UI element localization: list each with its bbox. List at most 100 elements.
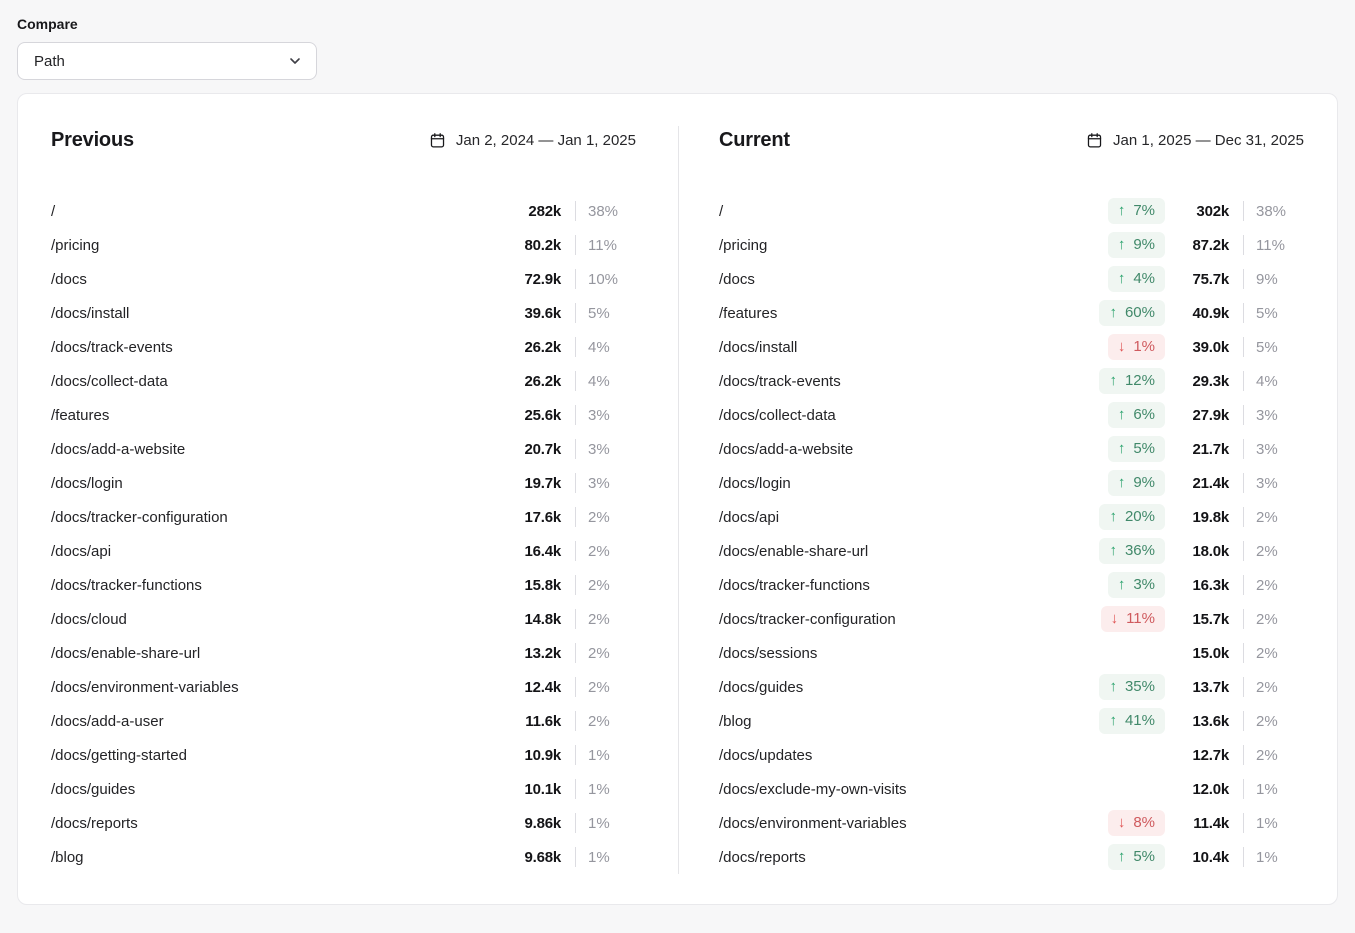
table-row[interactable]: /docs/track-events 26.2k 4% (51, 330, 636, 364)
row-value: 29.3k (1192, 372, 1229, 390)
row-share-percent: 1% (1256, 814, 1278, 832)
table-row[interactable]: /docs/install ↓ 1% 39.0k 5% (719, 330, 1304, 364)
row-value: 19.8k (1192, 508, 1229, 526)
row-metrics: 39.6k 5% (497, 303, 636, 323)
table-row[interactable]: /docs/exclude-my-own-visits 12.0k 1% (719, 772, 1304, 806)
row-metrics: ↑ 3% 16.3k 2% (1107, 572, 1304, 598)
change-percent: 41% (1124, 712, 1155, 729)
change-badge-up: ↑ 41% (1099, 708, 1165, 734)
row-metrics: ↓ 8% 11.4k 1% (1107, 810, 1304, 836)
row-value: 16.4k (524, 542, 561, 560)
row-share-percent: 3% (1256, 440, 1278, 458)
table-row[interactable]: /docs/environment-variables ↓ 8% 11.4k 1% (719, 806, 1304, 840)
value-share-divider (1243, 405, 1244, 425)
table-row[interactable]: /docs/cloud 14.8k 2% (51, 602, 636, 636)
table-row[interactable]: /pricing 80.2k 11% (51, 228, 636, 262)
value-share-divider (575, 847, 576, 867)
table-row[interactable]: /docs/api 16.4k 2% (51, 534, 636, 568)
row-path: /pricing (719, 236, 768, 254)
table-row[interactable]: /features ↑ 60% 40.9k 5% (719, 296, 1304, 330)
table-row[interactable]: /docs/install 39.6k 5% (51, 296, 636, 330)
row-share-percent: 1% (588, 848, 610, 866)
row-value: 302k (1196, 202, 1229, 220)
table-row[interactable]: /docs/add-a-website ↑ 5% 21.7k 3% (719, 432, 1304, 466)
row-value: 10.4k (1192, 848, 1229, 866)
value-share-divider (575, 439, 576, 459)
row-share-percent: 2% (588, 678, 610, 696)
change-badge-up: ↑ 20% (1099, 504, 1165, 530)
table-row[interactable]: /docs/reports 9.86k 1% (51, 806, 636, 840)
table-row[interactable]: /docs/login 19.7k 3% (51, 466, 636, 500)
row-metrics: 11.6k 2% (497, 711, 636, 731)
table-row[interactable]: /docs/tracker-configuration ↓ 11% 15.7k 2% (719, 602, 1304, 636)
row-path: /docs/guides (51, 780, 136, 798)
table-row[interactable]: /docs/getting-started 10.9k 1% (51, 738, 636, 772)
value-share-divider (1243, 677, 1244, 697)
table-row[interactable]: /docs/updates 12.7k 2% (719, 738, 1304, 772)
value-share-divider (1243, 541, 1244, 561)
row-metrics: ↑ 35% 13.7k 2% (1099, 674, 1304, 700)
value-share-divider (575, 201, 576, 221)
row-value: 27.9k (1192, 406, 1229, 424)
table-row[interactable]: /docs/track-events ↑ 12% 29.3k 4% (719, 364, 1304, 398)
row-share-percent: 2% (1256, 746, 1278, 764)
table-row[interactable]: / ↑ 7% 302k 38% (719, 194, 1304, 228)
table-row[interactable]: /docs ↑ 4% 75.7k 9% (719, 262, 1304, 296)
row-value: 15.0k (1192, 644, 1229, 662)
table-row[interactable]: /docs/guides ↑ 35% 13.7k 2% (719, 670, 1304, 704)
value-share-divider (1243, 269, 1244, 289)
table-row[interactable]: /docs/tracker-functions ↑ 3% 16.3k 2% (719, 568, 1304, 602)
table-row[interactable]: /docs/api ↑ 20% 19.8k 2% (719, 500, 1304, 534)
row-path: /docs (719, 270, 755, 288)
row-share-percent: 1% (588, 746, 610, 764)
row-metrics: ↑ 20% 19.8k 2% (1099, 504, 1304, 530)
row-path: /docs/install (51, 304, 130, 322)
table-row[interactable]: /features 25.6k 3% (51, 398, 636, 432)
table-row[interactable]: /docs/environment-variables 12.4k 2% (51, 670, 636, 704)
arrow-up-icon: ↑ (1109, 508, 1117, 525)
arrow-up-icon: ↑ (1117, 236, 1126, 253)
table-row[interactable]: /docs/enable-share-url ↑ 36% 18.0k 2% (719, 534, 1304, 568)
table-row[interactable]: /docs/reports ↑ 5% 10.4k 1% (719, 840, 1304, 874)
row-value: 80.2k (524, 236, 561, 254)
table-row[interactable]: /docs/tracker-configuration 17.6k 2% (51, 500, 636, 534)
table-row[interactable]: /docs/tracker-functions 15.8k 2% (51, 568, 636, 602)
change-percent: 60% (1124, 304, 1155, 321)
table-row[interactable]: /blog 9.68k 1% (51, 840, 636, 874)
table-row[interactable]: /docs/add-a-user 11.6k 2% (51, 704, 636, 738)
table-row[interactable]: /pricing ↑ 9% 87.2k 11% (719, 228, 1304, 262)
value-share-divider (575, 711, 576, 731)
change-badge-up: ↑ 35% (1099, 674, 1165, 700)
table-row[interactable]: /docs/guides 10.1k 1% (51, 772, 636, 806)
current-date-range-label: Jan 1, 2025 — Dec 31, 2025 (1113, 131, 1304, 149)
table-row[interactable]: /docs/collect-data ↑ 6% 27.9k 3% (719, 398, 1304, 432)
arrow-up-icon: ↑ (1117, 202, 1126, 219)
value-share-divider (575, 813, 576, 833)
current-rows-list: / ↑ 7% 302k 38% /pricing ↑ 9% 87.2k 11% /docs ↑ 4% 75… (719, 194, 1304, 874)
table-row[interactable]: / 282k 38% (51, 194, 636, 228)
change-percent: 3% (1133, 576, 1155, 593)
row-share-percent: 2% (1256, 678, 1278, 696)
value-share-divider (1243, 303, 1244, 323)
row-share-percent: 2% (1256, 610, 1278, 628)
arrow-down-icon: ↓ (1110, 610, 1119, 627)
table-row[interactable]: /docs/enable-share-url 13.2k 2% (51, 636, 636, 670)
change-badge-up: ↑ 3% (1107, 572, 1165, 598)
row-metrics: 10.9k 1% (497, 745, 636, 765)
table-row[interactable]: /docs 72.9k 10% (51, 262, 636, 296)
row-metrics: 72.9k 10% (497, 269, 636, 289)
table-row[interactable]: /docs/add-a-website 20.7k 3% (51, 432, 636, 466)
row-metrics: 17.6k 2% (497, 507, 636, 527)
row-path: /blog (719, 712, 752, 730)
table-row[interactable]: /docs/collect-data 26.2k 4% (51, 364, 636, 398)
table-row[interactable]: /docs/login ↑ 9% 21.4k 3% (719, 466, 1304, 500)
row-value: 10.1k (524, 780, 561, 798)
compare-type-select[interactable]: Path (17, 42, 317, 80)
table-row[interactable]: /docs/sessions 15.0k 2% (719, 636, 1304, 670)
table-row[interactable]: /blog ↑ 41% 13.6k 2% (719, 704, 1304, 738)
value-share-divider (575, 337, 576, 357)
row-metrics: 20.7k 3% (497, 439, 636, 459)
value-share-divider (1243, 711, 1244, 731)
change-badge-up: ↑ 60% (1099, 300, 1165, 326)
row-path: /docs/track-events (51, 338, 173, 356)
